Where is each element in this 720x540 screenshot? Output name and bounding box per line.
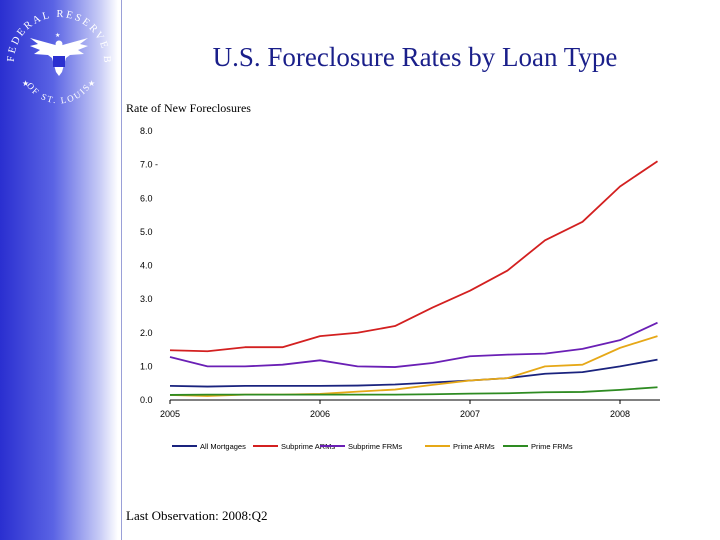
last-observation-note: Last Observation: 2008:Q2 (126, 508, 268, 523)
svg-text:★: ★ (55, 32, 60, 39)
y-tick-label: 0.0 (140, 395, 153, 405)
shield-icon (53, 56, 65, 67)
x-tick-label: 2007 (460, 409, 480, 419)
series-line-subprime-frms (169, 321, 658, 368)
x-tick-label: 2006 (310, 409, 330, 419)
legend-entry: Prime FRMs (531, 442, 573, 451)
y-tick-label: 4.0 (140, 261, 153, 271)
y-tick-label: 8.0 (140, 126, 153, 136)
legend-entry: Subprime ARMs (281, 442, 335, 451)
y-tick-label: 2.0 (140, 328, 153, 338)
y-tick-label: 6.0 (140, 193, 153, 203)
svg-text:★: ★ (22, 79, 29, 88)
left-gradient-sidebar (0, 0, 118, 540)
x-tick-label: 2008 (610, 409, 630, 419)
y-axis-label: Rate of New Foreclosures (126, 101, 251, 115)
slide-title: U.S. Foreclosure Rates by Loan Type (212, 42, 618, 72)
y-tick-label: 3.0 (140, 294, 153, 304)
series-line-prime-frms (169, 386, 658, 396)
svg-text:★: ★ (88, 79, 95, 88)
sidebar-divider (121, 0, 122, 540)
series-line-subprime-arms (169, 160, 659, 353)
y-tick-label: 7.0 - (140, 160, 158, 170)
legend-entry: Subprime FRMs (348, 442, 402, 451)
legend-entry: Prime ARMs (453, 442, 495, 451)
federal-reserve-seal-logo: FEDERAL RESERVE BANK OF ST. LOUIS ★ ★ ★ (0, 0, 110, 105)
legend-entry: All Mortgages (200, 442, 246, 451)
y-tick-label: 1.0 (140, 361, 153, 371)
y-tick-label: 5.0 (140, 227, 153, 237)
series-line-all-mortgages (169, 358, 658, 388)
x-tick-label: 2005 (160, 409, 180, 419)
